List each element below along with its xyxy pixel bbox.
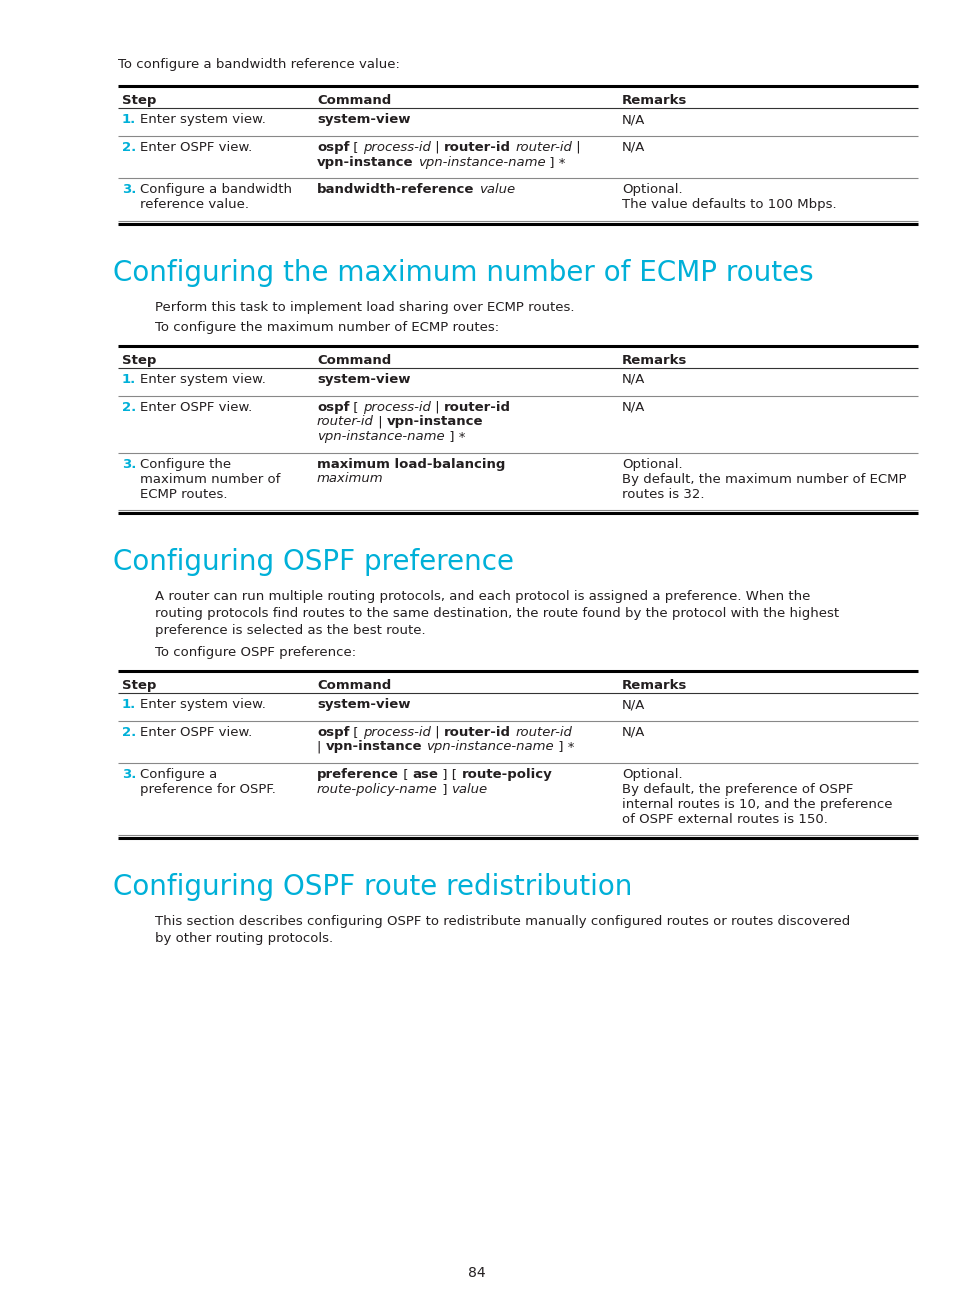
Text: process-id: process-id (363, 400, 431, 413)
Text: ] *: ] * (444, 430, 465, 443)
Text: router-id: router-id (316, 415, 374, 428)
Text: 1.: 1. (122, 699, 136, 712)
Text: route-policy: route-policy (461, 769, 552, 781)
Text: route-policy-name: route-policy-name (316, 783, 437, 796)
Text: process-id: process-id (363, 141, 431, 154)
Text: Configuring OSPF route redistribution: Configuring OSPF route redistribution (112, 874, 632, 901)
Text: Configuring the maximum number of ECMP routes: Configuring the maximum number of ECMP r… (112, 259, 813, 286)
Text: 1.: 1. (122, 113, 136, 126)
Text: To configure the maximum number of ECMP routes:: To configure the maximum number of ECMP … (154, 320, 498, 334)
Text: N/A: N/A (621, 726, 644, 739)
Text: Remarks: Remarks (621, 354, 687, 367)
Text: router-id: router-id (515, 726, 572, 739)
Text: Optional.
By default, the maximum number of ECMP
routes is 32.: Optional. By default, the maximum number… (621, 457, 905, 500)
Text: maximum load-balancing: maximum load-balancing (316, 457, 505, 470)
Text: Optional.
The value defaults to 100 Mbps.: Optional. The value defaults to 100 Mbps… (621, 183, 836, 211)
Text: ] *: ] * (554, 740, 574, 753)
Text: |: | (431, 726, 443, 739)
Text: N/A: N/A (621, 373, 644, 386)
Text: Enter OSPF view.: Enter OSPF view. (140, 400, 252, 413)
Text: system-view: system-view (316, 373, 410, 386)
Text: value: value (478, 183, 515, 196)
Text: |: | (572, 141, 580, 154)
Text: [: [ (349, 400, 363, 413)
Text: bandwidth-reference: bandwidth-reference (316, 183, 474, 196)
Text: This section describes configuring OSPF to redistribute manually configured rout: This section describes configuring OSPF … (154, 915, 849, 928)
Text: ] [: ] [ (438, 769, 461, 781)
Text: Enter OSPF view.: Enter OSPF view. (140, 141, 252, 154)
Text: Enter system view.: Enter system view. (140, 699, 266, 712)
Text: ]: ] (437, 783, 451, 796)
Text: 84: 84 (468, 1266, 485, 1280)
Text: by other routing protocols.: by other routing protocols. (154, 932, 333, 945)
Text: N/A: N/A (621, 141, 644, 154)
Text: Enter system view.: Enter system view. (140, 113, 266, 126)
Text: |: | (316, 740, 325, 753)
Text: 3.: 3. (122, 183, 136, 196)
Text: 2.: 2. (122, 400, 136, 413)
Text: 3.: 3. (122, 457, 136, 470)
Text: Configure the
maximum number of
ECMP routes.: Configure the maximum number of ECMP rou… (140, 457, 280, 500)
Text: routing protocols find routes to the same destination, the route found by the pr: routing protocols find routes to the sam… (154, 607, 839, 619)
Text: To configure OSPF preference:: To configure OSPF preference: (154, 645, 355, 658)
Text: Remarks: Remarks (621, 95, 687, 108)
Text: |: | (431, 141, 443, 154)
Text: |: | (431, 400, 443, 413)
Text: To configure a bandwidth reference value:: To configure a bandwidth reference value… (118, 58, 399, 71)
Text: Command: Command (316, 354, 391, 367)
Text: router-id: router-id (515, 141, 572, 154)
Text: [: [ (349, 141, 363, 154)
Text: Step: Step (122, 679, 156, 692)
Text: 3.: 3. (122, 769, 136, 781)
Text: Configure a
preference for OSPF.: Configure a preference for OSPF. (140, 769, 275, 796)
Text: Command: Command (316, 679, 391, 692)
Text: vpn-instance: vpn-instance (316, 156, 413, 168)
Text: router-id: router-id (443, 141, 511, 154)
Text: ospf: ospf (316, 400, 349, 413)
Text: Perform this task to implement load sharing over ECMP routes.: Perform this task to implement load shar… (154, 301, 574, 314)
Text: N/A: N/A (621, 113, 644, 126)
Text: Enter system view.: Enter system view. (140, 373, 266, 386)
Text: Enter OSPF view.: Enter OSPF view. (140, 726, 252, 739)
Text: system-view: system-view (316, 113, 410, 126)
Text: router-id: router-id (443, 726, 511, 739)
Text: Step: Step (122, 354, 156, 367)
Text: 2.: 2. (122, 141, 136, 154)
Text: Remarks: Remarks (621, 679, 687, 692)
Text: Configuring OSPF preference: Configuring OSPF preference (112, 548, 514, 575)
Text: ] *: ] * (545, 156, 565, 168)
Text: Optional.
By default, the preference of OSPF
internal routes is 10, and the pref: Optional. By default, the preference of … (621, 769, 892, 826)
Text: [: [ (349, 726, 363, 739)
Text: value: value (451, 783, 487, 796)
Text: vpn-instance: vpn-instance (325, 740, 421, 753)
Text: 1.: 1. (122, 373, 136, 386)
Text: ospf: ospf (316, 726, 349, 739)
Text: process-id: process-id (363, 726, 431, 739)
Text: vpn-instance-name: vpn-instance-name (417, 156, 545, 168)
Text: maximum: maximum (316, 473, 383, 486)
Text: [: [ (398, 769, 413, 781)
Text: |: | (374, 415, 386, 428)
Text: ase: ase (413, 769, 438, 781)
Text: 2.: 2. (122, 726, 136, 739)
Text: preference is selected as the best route.: preference is selected as the best route… (154, 623, 425, 636)
Text: ospf: ospf (316, 141, 349, 154)
Text: vpn-instance-name: vpn-instance-name (316, 430, 444, 443)
Text: Configure a bandwidth
reference value.: Configure a bandwidth reference value. (140, 183, 292, 211)
Text: vpn-instance-name: vpn-instance-name (426, 740, 554, 753)
Text: vpn-instance: vpn-instance (386, 415, 483, 428)
Text: router-id: router-id (443, 400, 511, 413)
Text: preference: preference (316, 769, 398, 781)
Text: system-view: system-view (316, 699, 410, 712)
Text: Step: Step (122, 95, 156, 108)
Text: N/A: N/A (621, 699, 644, 712)
Text: A router can run multiple routing protocols, and each protocol is assigned a pre: A router can run multiple routing protoc… (154, 590, 809, 603)
Text: Command: Command (316, 95, 391, 108)
Text: N/A: N/A (621, 400, 644, 413)
